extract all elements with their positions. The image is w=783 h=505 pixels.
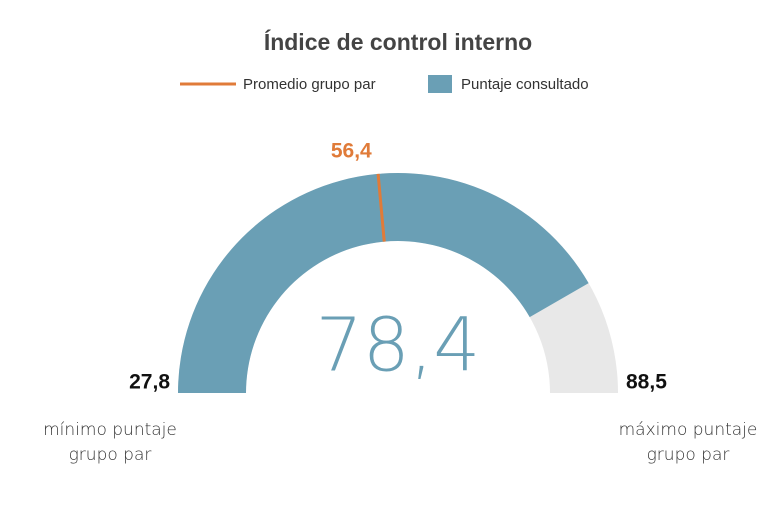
- value-label: 78,4: [316, 303, 481, 389]
- range-label: 27,8: [129, 371, 170, 394]
- target-marker: [376, 173, 386, 242]
- min-note: mínimo puntaje grupo par: [43, 420, 177, 465]
- gauge-value: [178, 172, 589, 393]
- chart-title: Índice de control interno: [264, 28, 532, 55]
- legend-swatch: [428, 75, 452, 93]
- range-label: 88,5: [626, 371, 667, 394]
- legend-label: Promedio grupo par: [243, 76, 376, 93]
- max-note: máximo puntaje grupo par: [618, 420, 758, 465]
- target-label: 56,4: [331, 140, 372, 163]
- legend-label: Puntaje consultado: [461, 76, 589, 93]
